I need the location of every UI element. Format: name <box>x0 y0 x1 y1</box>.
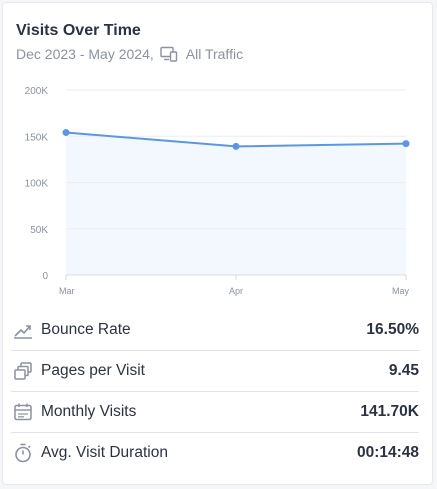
metric-value: 141.70K <box>360 403 419 420</box>
metric-label: Bounce Rate <box>41 321 131 338</box>
bounce-rate-icon <box>11 318 35 342</box>
data-point <box>232 142 240 150</box>
visits-line-chart: 0 50K 100K 150K 200K Mar Apr May <box>25 86 410 296</box>
devices-icon <box>160 46 178 62</box>
metric-value: 9.45 <box>388 362 419 379</box>
metric-label: Pages per Visit <box>41 362 145 379</box>
y-tick-label: 150K <box>25 132 49 143</box>
x-tick-label: Mar <box>59 286 75 296</box>
metric-row-avg-visit-duration: Avg. Visit Duration 00:14:48 <box>11 433 419 473</box>
metric-value: 00:14:48 <box>356 444 419 461</box>
data-point <box>402 140 410 148</box>
metric-label: Monthly Visits <box>41 403 137 420</box>
metric-row-bounce-rate: Bounce Rate 16.50% <box>11 310 419 351</box>
chart-area-fill <box>66 132 406 275</box>
y-tick-label: 50K <box>30 225 48 236</box>
card-title: Visits Over Time <box>16 22 141 39</box>
card-subtitle: Dec 2023 - May 2024, All Traffic <box>16 46 243 62</box>
y-tick-label: 200K <box>25 86 49 97</box>
data-point <box>62 129 70 137</box>
pages-per-visit-icon <box>11 359 35 383</box>
x-tick-label: Apr <box>229 286 243 296</box>
metric-label: Avg. Visit Duration <box>41 444 168 461</box>
metric-row-monthly-visits: Monthly Visits 141.70K <box>11 392 419 433</box>
x-tick-label: May <box>392 286 410 296</box>
stopwatch-icon <box>11 441 35 465</box>
metric-row-pages-per-visit: Pages per Visit 9.45 <box>11 351 419 392</box>
date-range: Dec 2023 - May 2024, <box>16 46 154 62</box>
y-tick-label: 0 <box>42 271 48 282</box>
metric-value: 16.50% <box>366 321 419 338</box>
traffic-filter-label: All Traffic <box>185 46 244 62</box>
y-tick-label: 100K <box>25 179 49 190</box>
metrics-list: Bounce Rate 16.50% Pages per Visit 9.45 … <box>11 310 419 473</box>
calendar-icon <box>11 400 35 424</box>
